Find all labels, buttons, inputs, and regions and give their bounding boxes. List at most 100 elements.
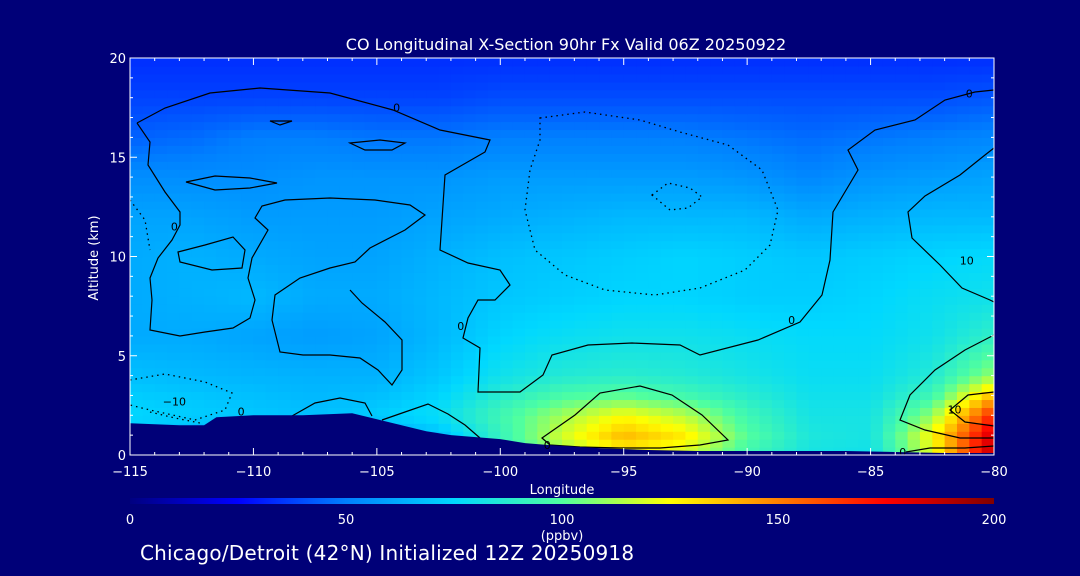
- field-cell: [771, 431, 785, 440]
- field-cell: [130, 58, 143, 67]
- field-cell: [524, 200, 538, 210]
- field-cell: [784, 81, 798, 91]
- field-cell: [685, 423, 699, 432]
- field-cell: [956, 272, 970, 281]
- field-cell: [413, 224, 427, 234]
- field-cell: [130, 304, 143, 313]
- field-cell: [956, 327, 970, 337]
- field-cell: [747, 391, 761, 401]
- field-cell: [512, 256, 526, 266]
- field-cell: [771, 343, 785, 353]
- field-cell: [907, 423, 921, 432]
- field-cell: [142, 288, 156, 297]
- field-cell: [599, 240, 612, 250]
- field-cell: [204, 65, 217, 75]
- field-cell: [142, 367, 156, 377]
- field-cell: [228, 304, 242, 313]
- field-cell: [475, 89, 489, 99]
- field-cell: [759, 431, 773, 440]
- field-cell: [130, 383, 143, 393]
- field-cell: [796, 240, 810, 250]
- field-cell: [574, 312, 588, 321]
- field-cell: [969, 161, 983, 170]
- field-cell: [574, 296, 588, 305]
- field-cell: [228, 320, 242, 329]
- field-cell: [574, 216, 588, 226]
- field-cell: [796, 296, 810, 305]
- field-cell: [623, 153, 637, 162]
- field-cell: [401, 137, 415, 146]
- field-cell: [154, 296, 168, 305]
- field-cell: [845, 224, 859, 234]
- field-cell: [265, 97, 279, 107]
- field-cell: [969, 58, 983, 67]
- x-axis-label: Longitude: [530, 483, 595, 498]
- field-cell: [549, 383, 563, 393]
- field-cell: [833, 367, 847, 377]
- field-cell: [759, 192, 773, 202]
- field-cell: [487, 137, 501, 146]
- field-cell: [426, 89, 440, 99]
- field-cell: [623, 423, 637, 432]
- field-cell: [524, 240, 538, 250]
- field-cell: [216, 288, 230, 297]
- field-cell: [352, 224, 366, 234]
- field-cell: [636, 97, 649, 107]
- field-cell: [241, 161, 255, 170]
- field-cell: [204, 200, 217, 210]
- field-cell: [685, 105, 699, 115]
- field-cell: [697, 153, 711, 162]
- field-cell: [302, 335, 316, 345]
- field-cell: [771, 296, 785, 305]
- field-cell: [487, 312, 501, 321]
- field-cell: [463, 81, 477, 91]
- field-cell: [154, 97, 168, 107]
- field-cell: [339, 280, 353, 289]
- field-cell: [722, 137, 736, 146]
- field-cell: [241, 264, 255, 273]
- field-cell: [932, 447, 946, 455]
- field-cell: [808, 264, 822, 273]
- field-cell: [969, 320, 983, 329]
- field-cell: [599, 105, 612, 115]
- field-cell: [290, 137, 304, 146]
- field-cell: [784, 407, 798, 416]
- field-cell: [673, 73, 687, 83]
- field-cell: [599, 177, 612, 186]
- field-cell: [697, 81, 711, 91]
- field-cell: [932, 272, 946, 281]
- field-cell: [771, 312, 785, 321]
- field-cell: [981, 256, 994, 266]
- field-cell: [216, 192, 230, 202]
- field-cell: [278, 343, 292, 353]
- field-cell: [599, 208, 612, 218]
- field-cell: [463, 296, 477, 305]
- field-cell: [241, 129, 255, 138]
- field-cell: [796, 192, 810, 202]
- field-cell: [253, 208, 267, 218]
- field-cell: [882, 129, 896, 138]
- field-cell: [586, 81, 600, 91]
- field-cell: [771, 216, 785, 226]
- field-cell: [759, 129, 773, 138]
- y-tick-label: 10: [109, 251, 126, 266]
- field-cell: [475, 137, 489, 146]
- field-cell: [438, 359, 452, 369]
- field-cell: [364, 359, 378, 369]
- field-cell: [216, 121, 230, 131]
- field-cell: [500, 248, 514, 258]
- field-cell: [833, 137, 847, 146]
- field-cell: [882, 367, 896, 377]
- field-cell: [438, 296, 452, 305]
- field-cell: [586, 327, 600, 337]
- field-cell: [895, 192, 909, 202]
- field-cell: [611, 81, 625, 91]
- contour-line-dotted: [130, 199, 151, 251]
- field-cell: [919, 185, 933, 194]
- field-cell: [154, 391, 168, 401]
- field-cell: [821, 343, 835, 353]
- field-cell: [167, 240, 180, 250]
- field-cell: [241, 58, 255, 67]
- field-cell: [907, 105, 921, 115]
- field-cell: [833, 343, 847, 353]
